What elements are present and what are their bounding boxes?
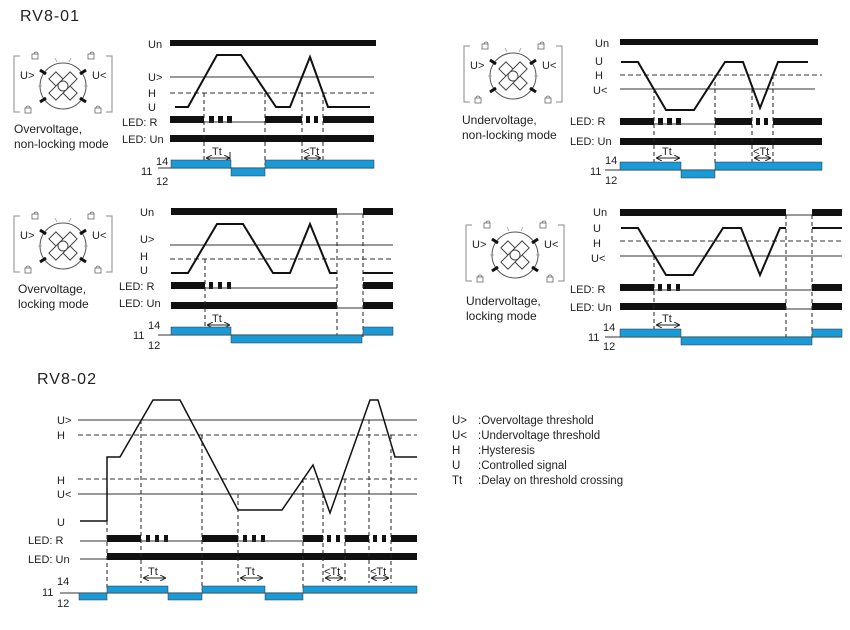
dial-icon-undervoltage-locking: U> U< — [464, 219, 566, 284]
svg-text:U: U — [140, 265, 148, 277]
svg-text:12: 12 — [57, 598, 69, 610]
svg-text:U>: U> — [20, 230, 34, 242]
svg-text:Tt: Tt — [212, 313, 222, 325]
svg-text:11: 11 — [42, 587, 53, 599]
svg-text:LED: R: LED: R — [570, 284, 606, 296]
svg-text:<Tt: <Tt — [370, 566, 386, 578]
svg-text:12: 12 — [603, 341, 615, 353]
svg-text:U>: U> — [20, 70, 34, 82]
svg-text:LED: Un: LED: Un — [28, 554, 70, 566]
title-rv8-01: RV8-01 — [20, 8, 80, 25]
timing-chart-undervoltage-locking: Un U H U< LED: R LED: Un 14 11 12 Tt — [570, 207, 843, 353]
legend-item: H:Hysteresis — [452, 445, 535, 457]
title-rv8-02: RV8-02 — [37, 371, 97, 388]
timing-chart-overvoltage-locking: Un U> H U LED: R LED: Un 14 11 12 Tt — [119, 207, 394, 352]
svg-text:14: 14 — [603, 322, 615, 334]
svg-text:LED: Un: LED: Un — [570, 136, 612, 148]
svg-text:11: 11 — [133, 330, 144, 342]
svg-text:LED: R: LED: R — [570, 116, 606, 128]
svg-text:U: U — [57, 517, 65, 529]
svg-text:U>: U> — [140, 234, 154, 246]
svg-text:U<: U< — [92, 70, 106, 82]
dial-icon-overvoltage-nonlocking: U> U< — [12, 50, 114, 115]
svg-text:Tt: Tt — [245, 566, 255, 578]
svg-text:H: H — [140, 251, 148, 263]
caption-overvoltage-nonlocking: Overvoltage, non-locking mode — [14, 122, 109, 151]
svg-text:12: 12 — [605, 175, 617, 187]
timing-chart-overvoltage-nonlocking: Un U> H U LED: R LED: Un 14 11 12 Tt <Tt — [122, 39, 376, 188]
svg-text:U: U — [148, 102, 156, 114]
svg-text:Un: Un — [140, 207, 154, 219]
svg-text:Tt: Tt — [662, 146, 672, 158]
svg-text:12: 12 — [156, 176, 168, 188]
svg-text:LED: Un: LED: Un — [122, 134, 164, 146]
svg-text:14: 14 — [605, 155, 617, 167]
svg-text:<Tt: <Tt — [303, 146, 319, 158]
svg-text:U<: U< — [542, 60, 556, 72]
svg-text:U>: U> — [470, 60, 484, 72]
timing-chart-undervoltage-nonlocking: Un U H U< LED: R LED: Un 14 11 12 Tt <Tt — [570, 38, 823, 187]
svg-text:U>: U> — [57, 415, 71, 427]
svg-text:Tt: Tt — [212, 146, 222, 158]
svg-text:U>: U> — [148, 72, 162, 84]
svg-text:14: 14 — [57, 576, 69, 588]
caption-overvoltage-locking: Overvoltage, locking mode — [18, 282, 89, 311]
svg-text:H: H — [57, 430, 65, 442]
svg-text:11: 11 — [590, 166, 601, 178]
svg-text:Tt: Tt — [662, 313, 672, 325]
timing-chart-rv8-02: U> H H U< U LED: R LED: Un 14 11 12 — [28, 399, 418, 610]
svg-text:11: 11 — [141, 166, 152, 178]
dial-icon-overvoltage-locking: U> U< — [12, 210, 114, 275]
svg-text:H: H — [148, 88, 156, 100]
svg-text:<Tt: <Tt — [324, 566, 340, 578]
svg-text:Tt: Tt — [148, 566, 158, 578]
svg-text:Un: Un — [595, 38, 609, 50]
svg-text:LED: R: LED: R — [28, 535, 64, 547]
svg-text:Un: Un — [148, 39, 162, 51]
svg-text:U<: U< — [57, 489, 71, 501]
svg-text:11: 11 — [588, 332, 599, 344]
svg-text:LED: R: LED: R — [119, 281, 155, 293]
legend-item: U>:Overvoltage threshold — [452, 415, 594, 427]
svg-text:U: U — [593, 223, 601, 235]
svg-text:U: U — [595, 56, 603, 68]
svg-text:U<: U< — [92, 230, 106, 242]
svg-text:14: 14 — [148, 320, 160, 332]
svg-text:Un: Un — [593, 207, 607, 219]
legend: U>:Overvoltage threshold U<:Undervoltage… — [452, 414, 623, 489]
svg-text:<Tt: <Tt — [753, 146, 769, 158]
caption-undervoltage-locking: Undervoltage, locking mode — [466, 294, 541, 323]
svg-text:U<: U< — [544, 239, 558, 251]
svg-text:U<: U< — [591, 253, 605, 265]
svg-text:12: 12 — [148, 340, 160, 352]
svg-text:H: H — [595, 70, 603, 82]
svg-text:LED: Un: LED: Un — [570, 302, 612, 314]
svg-text:H: H — [593, 238, 601, 250]
caption-undervoltage-nonlocking: Undervoltage, non-locking mode — [462, 113, 557, 142]
svg-text:LED: R: LED: R — [122, 117, 158, 129]
svg-text:U<: U< — [593, 85, 607, 97]
svg-text:H: H — [57, 475, 65, 487]
legend-item: Tt:Delay on threshold crossing — [452, 475, 624, 487]
svg-text:14: 14 — [156, 156, 168, 168]
svg-text:U>: U> — [472, 239, 486, 251]
legend-item: U<:Undervoltage threshold — [452, 430, 601, 442]
svg-text:LED: Un: LED: Un — [119, 298, 161, 310]
legend-item: U:Controlled signal — [452, 460, 567, 472]
dial-icon-undervoltage-nonlocking: U> U< — [462, 40, 564, 105]
